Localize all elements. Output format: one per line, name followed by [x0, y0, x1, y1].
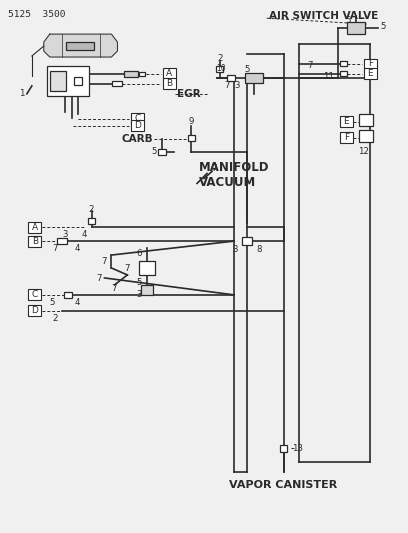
Text: 5: 5	[346, 15, 351, 25]
Bar	[29, 289, 41, 300]
Bar	[64, 292, 72, 298]
Text: 10: 10	[216, 64, 226, 74]
Text: 7: 7	[308, 61, 313, 70]
Text: 4: 4	[75, 244, 80, 253]
Text: 6: 6	[137, 248, 142, 257]
Bar	[217, 66, 224, 72]
Text: C: C	[32, 290, 38, 300]
Text: D: D	[134, 121, 141, 130]
Bar	[359, 114, 373, 126]
Text: 9: 9	[188, 117, 194, 126]
Text: 5: 5	[49, 298, 55, 308]
Text: 12: 12	[358, 147, 369, 156]
Bar	[242, 237, 252, 245]
Text: 7: 7	[124, 264, 130, 273]
Text: A: A	[166, 69, 172, 78]
Text: 3: 3	[137, 290, 142, 300]
Text: E: E	[344, 117, 349, 126]
Text: 4: 4	[82, 230, 87, 239]
Bar	[47, 66, 89, 96]
Text: AIR SWITCH VALVE: AIR SWITCH VALVE	[269, 11, 378, 21]
Text: CARB: CARB	[122, 134, 153, 143]
Text: 7: 7	[211, 164, 217, 173]
Text: 5: 5	[244, 66, 250, 75]
Text: 8: 8	[256, 245, 262, 254]
Text: 13: 13	[292, 443, 303, 453]
Bar	[50, 71, 66, 91]
Text: 5: 5	[151, 147, 157, 156]
Text: B: B	[166, 79, 172, 88]
Bar	[73, 77, 82, 85]
Bar	[340, 132, 353, 143]
Text: A: A	[32, 223, 38, 232]
Bar	[340, 61, 347, 67]
Text: EGR: EGR	[177, 89, 201, 99]
Text: 3: 3	[234, 82, 239, 91]
Bar	[139, 261, 155, 275]
Bar	[29, 236, 41, 247]
Text: VAPOR CANISTER: VAPOR CANISTER	[229, 480, 338, 490]
Bar	[280, 445, 287, 451]
Bar	[57, 238, 67, 244]
Bar	[113, 82, 122, 86]
Text: D: D	[31, 306, 38, 316]
Text: 2: 2	[89, 205, 94, 214]
Text: 1: 1	[19, 90, 24, 98]
Bar	[245, 73, 263, 83]
Text: 7: 7	[224, 82, 230, 91]
Text: F: F	[368, 60, 373, 68]
Bar	[131, 120, 144, 131]
Bar	[340, 71, 347, 76]
Bar	[66, 42, 93, 50]
Bar	[131, 113, 144, 124]
Text: 2: 2	[217, 53, 223, 62]
Bar	[364, 68, 377, 79]
Text: 7: 7	[112, 285, 117, 293]
Bar	[188, 135, 195, 141]
Bar	[347, 22, 365, 34]
Text: B: B	[32, 237, 38, 246]
Text: 5: 5	[137, 278, 142, 287]
Polygon shape	[44, 34, 118, 57]
Text: F: F	[344, 133, 349, 142]
Bar	[158, 149, 166, 155]
Text: 7: 7	[52, 244, 58, 253]
Bar	[124, 71, 138, 77]
Bar	[88, 218, 95, 224]
Text: 5125  3500: 5125 3500	[8, 10, 65, 19]
Bar	[340, 116, 353, 127]
Bar	[29, 222, 41, 233]
Bar	[227, 75, 235, 81]
Text: 7: 7	[97, 274, 102, 284]
Bar	[29, 305, 41, 316]
Text: C: C	[134, 114, 140, 123]
Text: 5: 5	[380, 22, 386, 31]
Bar	[139, 72, 145, 76]
Text: 3: 3	[232, 245, 237, 254]
Bar	[359, 130, 373, 142]
Text: 7: 7	[102, 256, 107, 265]
Text: E: E	[367, 69, 373, 78]
Text: 11: 11	[323, 72, 334, 82]
Bar	[163, 78, 176, 90]
Bar	[163, 68, 176, 79]
Text: 3: 3	[62, 230, 67, 239]
Text: MANIFOLD
VACUUM: MANIFOLD VACUUM	[199, 160, 270, 189]
Bar	[141, 285, 153, 295]
Text: 2: 2	[52, 314, 58, 323]
Text: 4: 4	[75, 298, 80, 308]
Bar	[364, 59, 377, 69]
